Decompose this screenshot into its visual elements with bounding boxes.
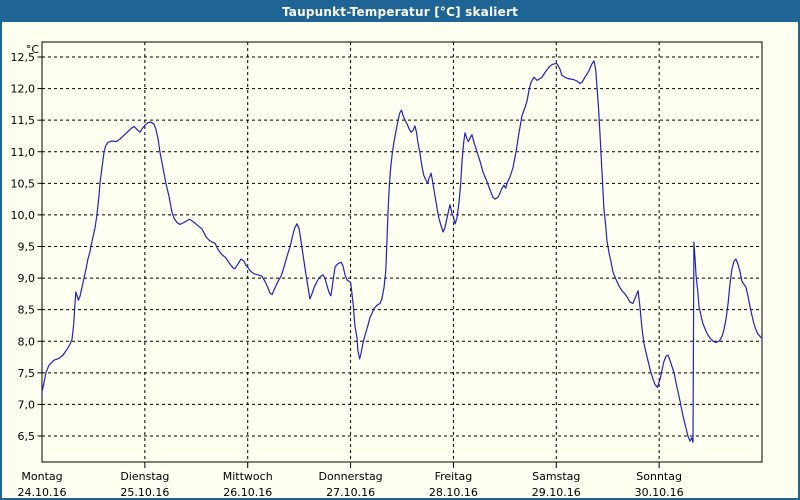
y-tick-label: 12,5 bbox=[11, 51, 36, 64]
x-tick-date-label: 26.10.16 bbox=[223, 486, 272, 498]
x-tick-date-label: 25.10.16 bbox=[120, 486, 169, 498]
x-tick-date-label: 28.10.16 bbox=[429, 486, 478, 498]
x-tick-day-label: Mittwoch bbox=[223, 470, 273, 483]
y-tick-label: 6,5 bbox=[18, 430, 36, 443]
y-tick-label: 7,0 bbox=[18, 398, 36, 411]
x-tick-day-label: Freitag bbox=[435, 470, 473, 483]
x-tick-day-label: Samstag bbox=[532, 470, 580, 483]
x-tick-day-label: Montag bbox=[21, 470, 62, 483]
x-tick-date-label: 29.10.16 bbox=[532, 486, 581, 498]
y-tick-label: 7,5 bbox=[18, 367, 36, 380]
x-tick-day-label: Sonntag bbox=[636, 470, 682, 483]
title-bar: Taupunkt-Temperatur [°C] skaliert bbox=[2, 2, 798, 22]
y-tick-label: 12,0 bbox=[11, 83, 36, 96]
y-tick-label: 9,5 bbox=[18, 241, 36, 254]
y-tick-label: 8,5 bbox=[18, 304, 36, 317]
y-tick-label: 10,5 bbox=[11, 177, 36, 190]
y-tick-label: 10,0 bbox=[11, 209, 36, 222]
temperature-line bbox=[41, 60, 763, 443]
y-tick-label: 11,5 bbox=[11, 114, 36, 127]
x-tick-day-label: Donnerstag bbox=[318, 470, 382, 483]
y-tick-label: 9,0 bbox=[18, 272, 36, 285]
x-tick-date-label: 30.10.16 bbox=[635, 486, 684, 498]
chart-title: Taupunkt-Temperatur [°C] skaliert bbox=[281, 5, 519, 19]
plot-border bbox=[41, 41, 763, 463]
x-tick-day-label: Dienstag bbox=[120, 470, 169, 483]
y-axis-unit-label: °C bbox=[26, 43, 40, 56]
x-tick-date-label: 27.10.16 bbox=[326, 486, 375, 498]
y-tick-label: 8,0 bbox=[18, 335, 36, 348]
y-tick-label: 11,0 bbox=[11, 146, 36, 159]
x-tick-date-label: 24.10.16 bbox=[18, 486, 67, 498]
